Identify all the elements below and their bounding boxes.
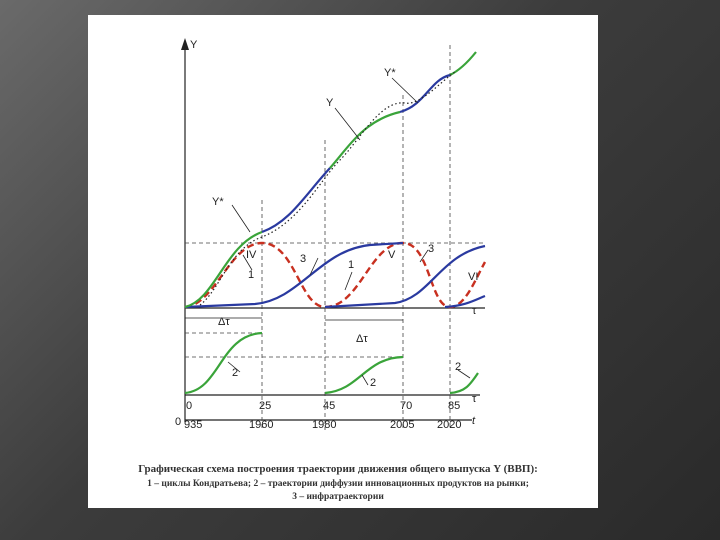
output-trajectory: [329, 110, 401, 169]
label: 2: [232, 367, 238, 379]
label: Y*: [384, 67, 396, 79]
kondratiev-cycles: [184, 241, 487, 309]
tick-label: 25: [259, 400, 271, 412]
label: τ: [472, 305, 477, 317]
tick-label: 85: [448, 400, 460, 412]
year-label: 935: [184, 419, 202, 431]
label: Y*: [212, 196, 224, 208]
diffusion-trajectory: [184, 331, 263, 395]
slide-panel: [88, 15, 598, 508]
caption: 3 – инфратраектории: [292, 491, 384, 502]
year-label: 1980: [312, 419, 336, 431]
diffusion-trajectory: [324, 355, 404, 395]
tick-label: 0: [186, 400, 192, 412]
year-label: 2020: [437, 419, 461, 431]
label: Δτ: [356, 333, 368, 345]
label: τ: [472, 393, 477, 405]
label: 2: [455, 361, 461, 373]
caption: Графическая схема построения траектории …: [138, 463, 538, 475]
output-trajectory: [261, 167, 331, 234]
label: Y: [326, 97, 334, 109]
label: 2: [370, 377, 376, 389]
label: V: [388, 249, 396, 261]
label: 3: [300, 253, 306, 265]
label: 0: [175, 416, 181, 428]
infra-trajectory: [324, 244, 486, 309]
tick-label: 45: [323, 400, 335, 412]
year-label: 1960: [249, 419, 273, 431]
infra-trajectory: [184, 241, 404, 309]
caption: 1 – циклы Кондратьева; 2 – траектории ди…: [147, 478, 529, 489]
year-label: 2005: [390, 419, 414, 431]
label: Δτ: [218, 316, 230, 328]
label: t: [472, 415, 476, 427]
label: Y: [190, 39, 198, 51]
output-trajectory: [399, 73, 451, 114]
output-trajectory: [449, 51, 477, 76]
leader: [227, 77, 471, 386]
label: 1: [348, 259, 354, 271]
output-trajectory: [184, 230, 263, 309]
infra-trajectory: [444, 294, 486, 309]
diffusion-trajectory: [449, 372, 479, 395]
label: 3: [428, 243, 434, 255]
label: IV: [246, 249, 257, 261]
y-arrow: [181, 38, 189, 50]
tick-label: 70: [400, 400, 412, 412]
potential-trajectory: [199, 71, 456, 306]
label: 1: [248, 269, 254, 281]
label: VI: [468, 271, 478, 283]
